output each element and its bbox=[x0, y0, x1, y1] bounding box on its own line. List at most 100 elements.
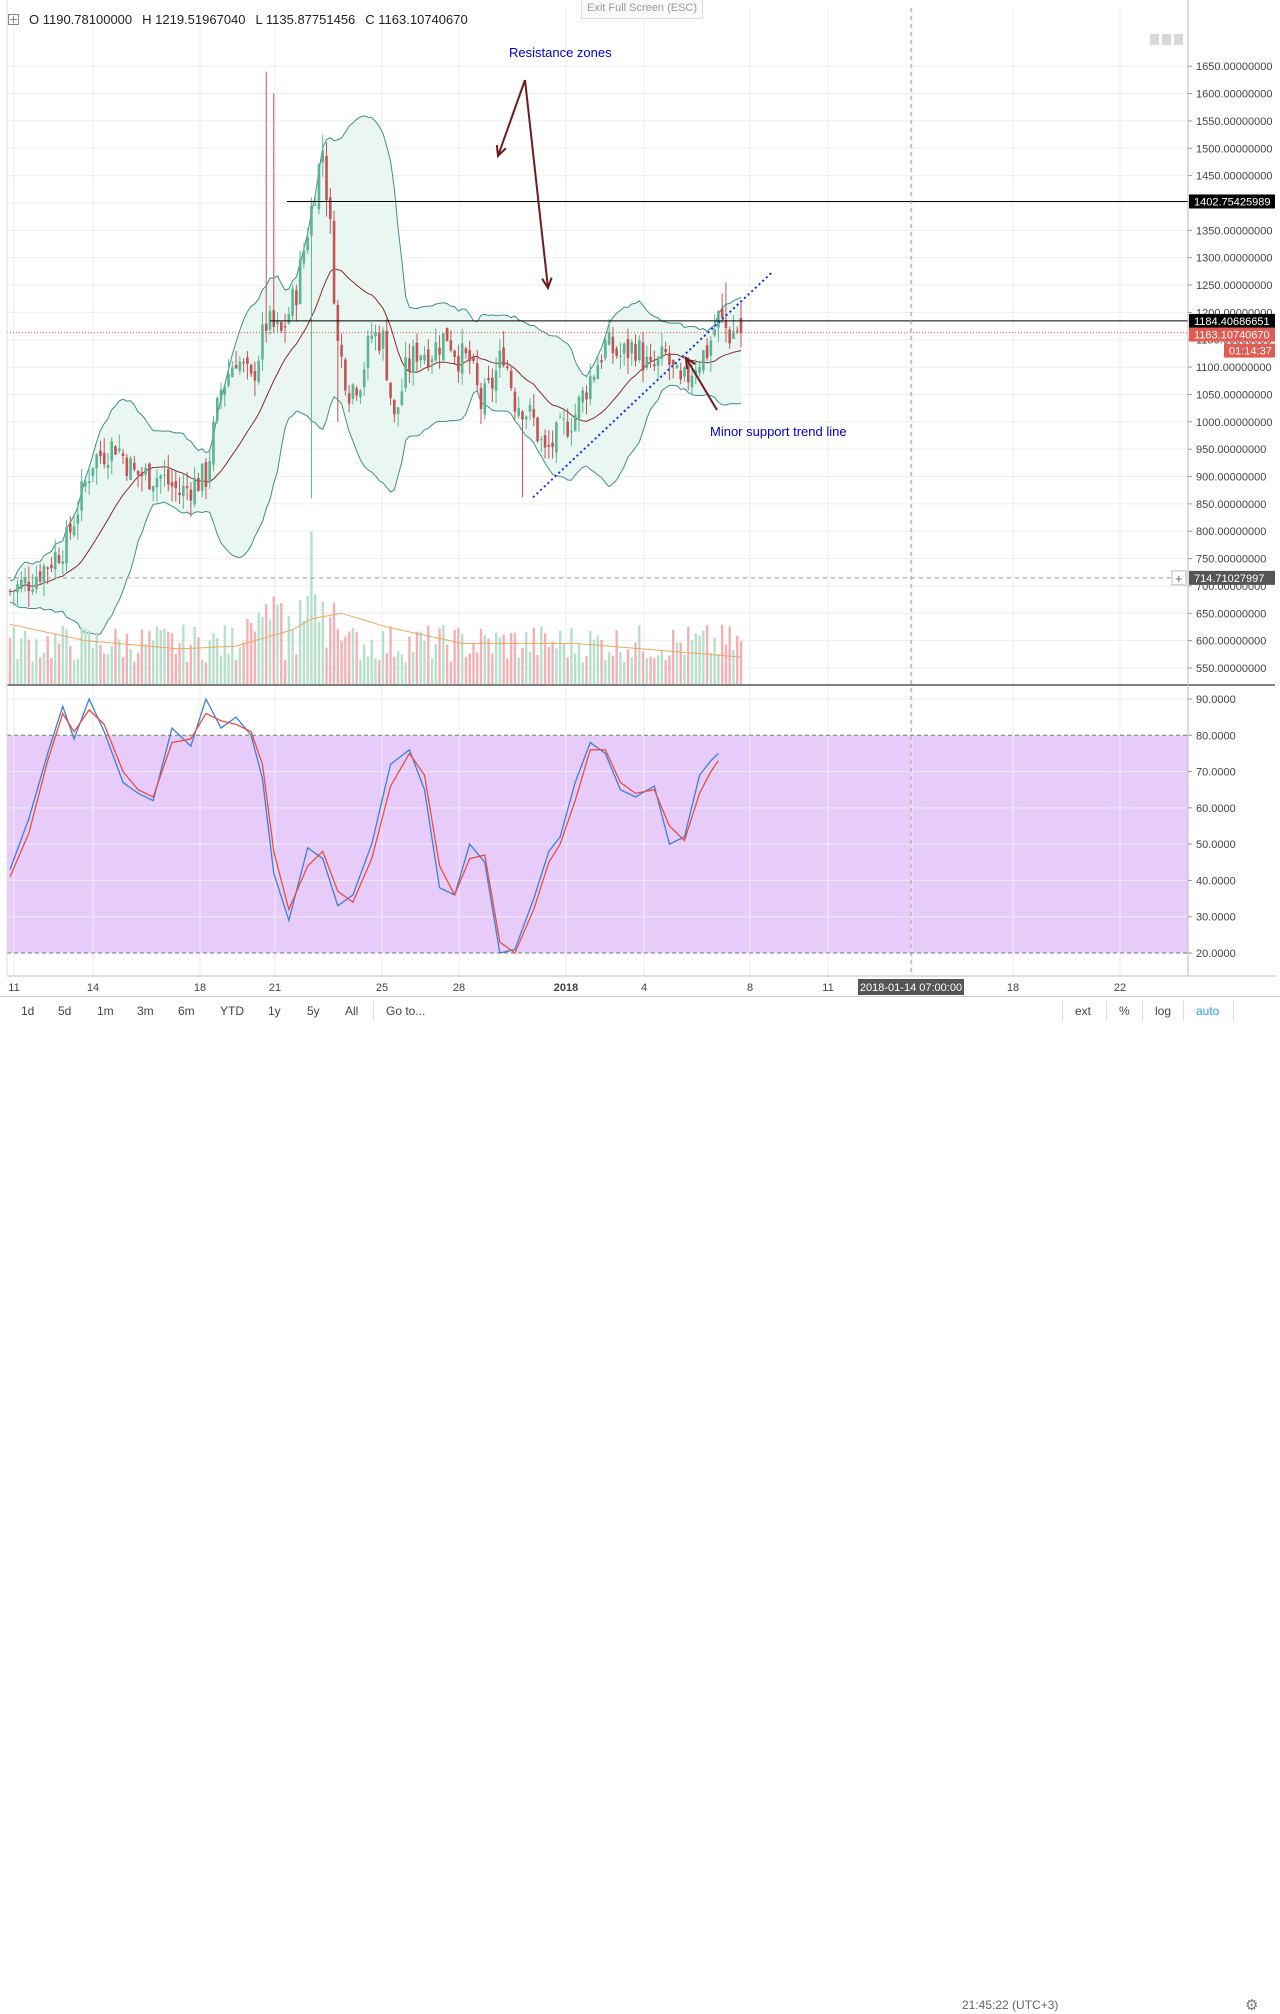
candle-body bbox=[215, 397, 219, 422]
price-tick-label: 1350.00000000 bbox=[1196, 225, 1272, 237]
time-tick-label: 2018 bbox=[554, 982, 578, 994]
candle-body bbox=[340, 344, 343, 357]
volume-bar bbox=[442, 624, 445, 684]
candle-body bbox=[671, 360, 675, 365]
exit-fullscreen-button[interactable]: Exit Full Screen (ESC) bbox=[581, 0, 704, 19]
pane-pause-icon[interactable] bbox=[1150, 34, 1159, 45]
candle-body bbox=[577, 397, 581, 419]
volume-bar bbox=[378, 660, 381, 684]
volume-bar bbox=[291, 629, 294, 684]
ext-hours-button[interactable]: ext bbox=[1075, 1004, 1092, 1018]
volume-bar bbox=[408, 636, 411, 684]
candle-body bbox=[110, 441, 114, 461]
candle-body bbox=[539, 439, 543, 441]
candle-body bbox=[144, 467, 147, 475]
gear-icon[interactable]: ⚙ bbox=[1245, 1997, 1259, 2014]
candle-body bbox=[87, 481, 91, 483]
volume-bar bbox=[38, 657, 42, 684]
log-scale-button[interactable]: log bbox=[1155, 1004, 1172, 1018]
volume-bar bbox=[675, 642, 679, 684]
volume-bar bbox=[151, 640, 155, 684]
plus-icon[interactable]: + bbox=[1175, 571, 1183, 586]
ohlc-high: H 1219.51967040 bbox=[142, 12, 246, 27]
candle-body bbox=[611, 336, 615, 354]
candle-body bbox=[23, 577, 27, 584]
candle-body bbox=[227, 374, 230, 386]
candle-body bbox=[91, 467, 95, 477]
timeframe-all-button[interactable]: All bbox=[345, 1004, 359, 1018]
clock-readout[interactable]: 21:45:22 (UTC+3) bbox=[962, 1998, 1059, 2012]
timeframe-5d-button[interactable]: 5d bbox=[58, 1004, 72, 1018]
price-tick-label: 750.00000000 bbox=[1196, 554, 1266, 566]
candle-body bbox=[344, 359, 347, 391]
volume-bar bbox=[585, 656, 588, 684]
goto-date-button[interactable]: Go to... bbox=[386, 1004, 426, 1018]
stoch-tick-label: 90.0000 bbox=[1196, 694, 1236, 706]
timeframe-ytd-button[interactable]: YTD bbox=[220, 1004, 244, 1018]
stoch-tick-label: 70.0000 bbox=[1196, 767, 1236, 779]
candle-body bbox=[547, 444, 551, 447]
candle-body bbox=[46, 567, 49, 569]
candle-body bbox=[728, 329, 731, 344]
timeframe-1m-button[interactable]: 1m bbox=[97, 1004, 114, 1018]
timeframe-1d-button[interactable]: 1d bbox=[21, 1004, 35, 1018]
volume-bar bbox=[615, 630, 618, 684]
candle-body bbox=[114, 446, 117, 455]
timeframe-1y-button[interactable]: 1y bbox=[268, 1004, 281, 1018]
candle-body bbox=[479, 387, 483, 410]
volume-bar bbox=[551, 641, 554, 684]
volume-bar bbox=[61, 625, 64, 684]
candle-body bbox=[536, 417, 539, 442]
volume-bar bbox=[724, 644, 728, 684]
percent-scale-button[interactable]: % bbox=[1119, 1004, 1130, 1018]
price-tick-label: 1550.00000000 bbox=[1196, 116, 1272, 128]
candle-body bbox=[53, 551, 57, 570]
volume-bar bbox=[148, 631, 151, 684]
candle-body bbox=[419, 355, 423, 361]
timeframe-5y-button[interactable]: 5y bbox=[307, 1004, 320, 1018]
price-chart[interactable]: Resistance zones Minor support trend line… bbox=[0, 0, 1280, 1024]
price-tick-label: 1250.00000000 bbox=[1196, 280, 1272, 292]
timeframe-3m-button[interactable]: 3m bbox=[137, 1004, 154, 1018]
candle-body bbox=[555, 422, 558, 453]
candle-body bbox=[411, 345, 415, 373]
candle-body bbox=[80, 481, 83, 511]
candle-body bbox=[472, 357, 475, 361]
auto-scale-button[interactable]: auto bbox=[1196, 1004, 1220, 1018]
volume-bar bbox=[257, 611, 260, 684]
toolbar-divider bbox=[1062, 1001, 1063, 1021]
volume-bar bbox=[626, 649, 630, 684]
volume-bar bbox=[227, 653, 230, 684]
volume-bar bbox=[502, 634, 505, 684]
collapse-legend-icon[interactable] bbox=[8, 14, 19, 25]
candle-body bbox=[442, 333, 445, 360]
candle-body bbox=[182, 485, 185, 497]
candle-body bbox=[231, 367, 234, 378]
candle-body bbox=[434, 342, 438, 361]
candle-body bbox=[475, 363, 479, 386]
candle-body bbox=[76, 514, 80, 524]
volume-bar bbox=[671, 629, 675, 684]
time-tick-label: 18 bbox=[1007, 982, 1019, 994]
volume-bar bbox=[31, 661, 34, 684]
pane-pause-icon-2[interactable] bbox=[1162, 34, 1171, 45]
timeframe-6m-button[interactable]: 6m bbox=[178, 1004, 195, 1018]
volume-bar bbox=[453, 629, 456, 684]
candle-body bbox=[664, 349, 667, 353]
candle-body bbox=[408, 358, 411, 372]
candle-body bbox=[483, 383, 487, 415]
candle-body bbox=[178, 492, 181, 495]
volume-bar bbox=[302, 620, 306, 684]
volume-bar bbox=[720, 624, 724, 684]
pane-maximize-icon[interactable] bbox=[1174, 34, 1183, 45]
volume-bar bbox=[57, 643, 61, 684]
candle-body bbox=[317, 164, 321, 210]
candle-body bbox=[306, 237, 309, 251]
ohlc-legend: O 1190.78100000 H 1219.51967040 L 1135.8… bbox=[8, 12, 468, 27]
volume-bar bbox=[174, 653, 177, 684]
candle-body bbox=[133, 462, 136, 470]
price-tick-label: 950.00000000 bbox=[1196, 444, 1266, 456]
add-alert-icon[interactable] bbox=[1171, 570, 1187, 586]
volume-bar bbox=[664, 660, 667, 684]
candle-body bbox=[585, 392, 588, 400]
